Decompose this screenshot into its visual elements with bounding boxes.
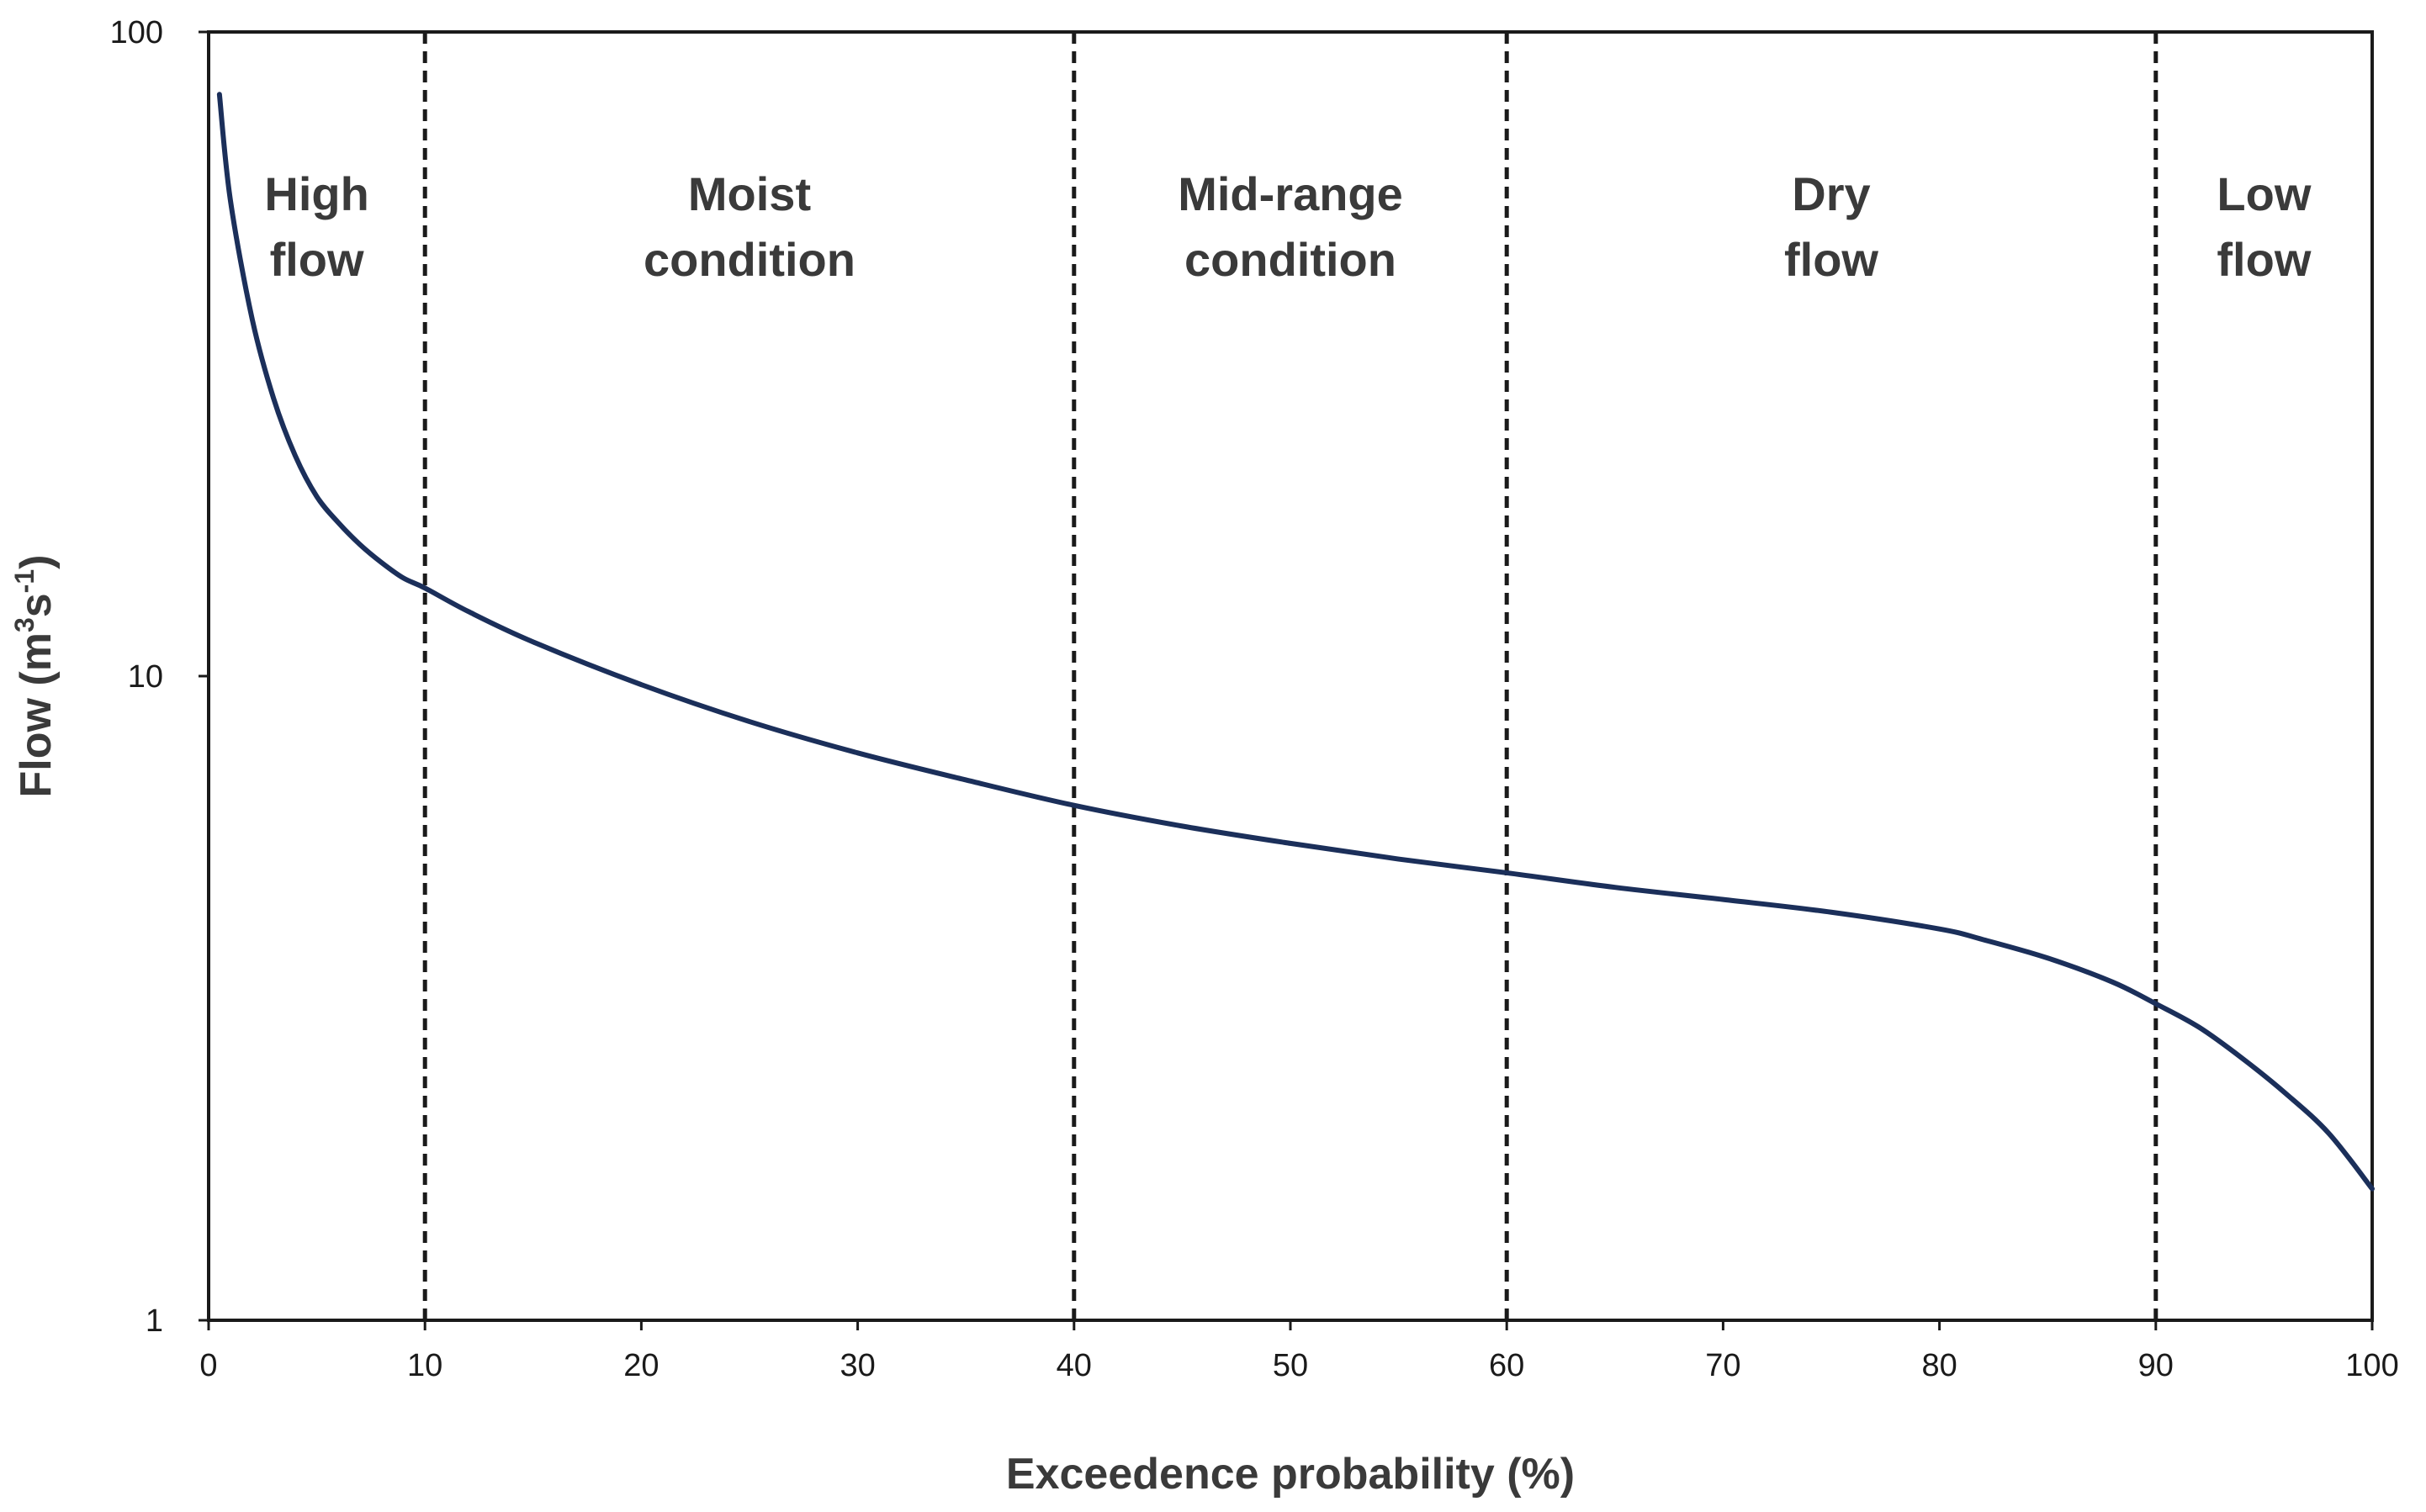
- x-tick-label-80: 80: [1921, 1348, 1957, 1383]
- x-tick-label-50: 50: [1273, 1348, 1308, 1383]
- region-label-0-line2: flow: [270, 233, 364, 286]
- region-labels: High flow Moist condition Mid-range condition…: [264, 167, 2311, 286]
- region-label-2-line1: Mid-range: [1178, 167, 1403, 220]
- y-tick-label-10: 10: [128, 659, 163, 695]
- plot-area: [207, 30, 2374, 1322]
- series-line-flow: [216, 92, 2375, 1192]
- regime-boundaries: [422, 32, 2159, 1320]
- y-axis-title-mid: s: [12, 593, 61, 617]
- y-axis-title-prefix: Flow (m: [12, 632, 61, 797]
- x-tick-label-20: 20: [623, 1348, 659, 1383]
- y-tick-label-100: 100: [110, 15, 163, 50]
- x-tick-label-40: 40: [1057, 1348, 1092, 1383]
- y-tick-label-1: 1: [146, 1303, 163, 1339]
- y-axis-title-sup1: 3: [9, 617, 40, 632]
- region-label-1-line2: condition: [644, 233, 855, 286]
- x-tick-label-60: 60: [1489, 1348, 1524, 1383]
- y-axis-title-sup2: -1: [9, 569, 40, 593]
- region-label-1-line1: Moist: [688, 167, 811, 220]
- x-tick-label-30: 30: [840, 1348, 875, 1383]
- region-label-0-line1: High: [264, 167, 368, 220]
- region-label-3-line1: Dry: [1792, 167, 1870, 220]
- y-axis-title-suffix: ): [12, 555, 61, 569]
- region-label-4-line2: flow: [2217, 233, 2311, 286]
- x-tick-label-100: 100: [2345, 1348, 2398, 1383]
- region-label-2-line2: condition: [1184, 233, 1396, 286]
- region-label-3-line2: flow: [1784, 233, 1878, 286]
- x-tick-label-0: 0: [199, 1348, 217, 1383]
- x-axis-ticks: 0 10 20 30 40 50 60 70 80 90 100: [199, 1320, 2399, 1383]
- x-tick-label-70: 70: [1705, 1348, 1740, 1383]
- series-group: [216, 92, 2375, 1192]
- x-axis-title: Exceedence probability (%): [1006, 1450, 1575, 1499]
- y-axis-ticks: 1 10 100: [110, 15, 209, 1339]
- x-tick-label-10: 10: [407, 1348, 442, 1383]
- x-tick-label-90: 90: [2138, 1348, 2174, 1383]
- region-label-4-line1: Low: [2217, 167, 2311, 220]
- y-axis-title: Flow (m3s-1): [9, 555, 61, 798]
